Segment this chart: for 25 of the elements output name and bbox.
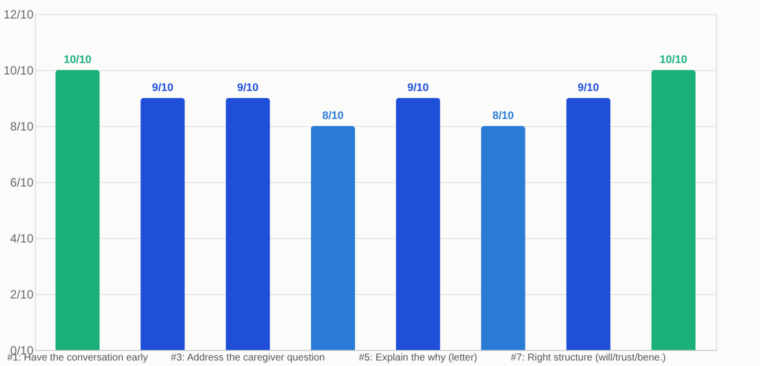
bar [226,98,270,350]
bar [481,126,526,350]
bar [140,98,185,350]
bar [566,98,610,350]
bar [55,70,100,350]
data-label: 9/10 [237,82,259,94]
data-label: 9/10 [407,82,429,94]
data-label: 8/10 [492,110,514,122]
y-tick-label: 12/10 [3,8,34,22]
y-tick-label: 2/10 [10,288,34,302]
y-tick-label: 4/10 [10,232,34,246]
y-tick-label: 8/10 [10,120,34,134]
y-tick-label: 10/10 [3,64,34,78]
data-label: 10/10 [660,54,688,66]
x-tick-label: #3: Address the caregiver question [170,352,325,364]
bar [651,70,696,350]
data-label: 10/10 [64,54,92,66]
y-tick-label: 6/10 [10,176,34,190]
bar [396,98,440,350]
x-tick-label: #5: Explain the why (letter) [358,352,478,364]
data-label: 8/10 [322,110,344,122]
data-label: 9/10 [152,82,174,94]
bar [310,126,356,350]
x-tick-label: #7: Right structure (will/trust/bene.) [510,352,666,364]
data-label: 9/10 [578,82,600,94]
